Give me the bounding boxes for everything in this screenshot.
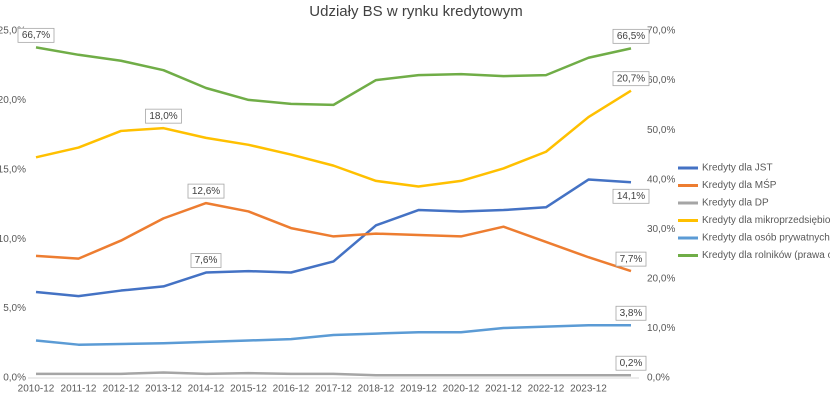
data-label: 3,8% [620, 308, 643, 319]
y-tick-label: 15,0% [0, 164, 26, 175]
y-tick-label: 0,0% [3, 373, 26, 384]
x-tick-label: 2020-12 [443, 384, 480, 395]
data-label: 12,6% [192, 186, 220, 197]
y-tick-label: 20,0% [0, 95, 26, 106]
x-tick-label: 2016-12 [273, 384, 310, 395]
legend-label: Kredyty dla DP [702, 198, 769, 209]
x-tick-label: 2023-12 [570, 384, 607, 395]
label-box [615, 305, 647, 321]
data-label: 18,0% [149, 111, 177, 122]
series-line [35, 46, 632, 107]
chart-title: Udziały BS w rynku kredytowym [309, 3, 522, 20]
data-label: 66,7% [22, 30, 50, 41]
y2-tick-label: 60,0% [647, 75, 675, 86]
x-tick-label: 2017-12 [315, 384, 352, 395]
y-tick-label: 5,0% [3, 303, 26, 314]
data-label: 7,6% [195, 255, 218, 266]
x-tick-label: 2021-12 [485, 384, 522, 395]
data-label: 14,1% [617, 191, 645, 202]
x-tick-label: 2018-12 [358, 384, 395, 395]
legend-label: Kredyty dla rolników (prawa oś) [702, 250, 830, 261]
data-label: 7,7% [620, 254, 643, 265]
series-line [35, 89, 632, 188]
label-box [17, 27, 55, 43]
legend-label: Kredyty dla MŚP [702, 178, 777, 191]
legend-label: Kredyty dla mikroprzedsiębiorstw [702, 215, 830, 226]
y2-tick-label: 10,0% [647, 323, 675, 334]
y2-tick-label: 30,0% [647, 224, 675, 235]
label-box [145, 108, 182, 124]
label-box [612, 71, 650, 87]
data-label: 20,7% [617, 73, 645, 84]
x-tick-label: 2011-12 [61, 384, 97, 395]
x-tick-label: 2015-12 [230, 384, 267, 395]
series-line [35, 324, 631, 346]
series-line [35, 178, 632, 298]
label-box [190, 253, 222, 268]
label-box [612, 188, 650, 204]
x-tick-label: 2022-12 [528, 384, 565, 395]
legend-label: Kredyty dla osób prywatnych [702, 233, 830, 244]
data-label: 66,5% [617, 31, 645, 42]
series-line [36, 371, 631, 377]
data-label: 0,2% [620, 358, 643, 369]
y2-tick-label: 50,0% [647, 125, 675, 136]
x-tick-label: 2019-12 [400, 384, 437, 395]
label-box [615, 251, 647, 267]
legend-label: Kredyty dla JST [702, 163, 773, 174]
x-tick-label: 2012-12 [103, 384, 140, 395]
y2-tick-label: 40,0% [647, 174, 675, 185]
y-tick-label: 10,0% [0, 234, 26, 245]
y2-tick-label: 70,0% [647, 26, 675, 37]
x-tick-label: 2010-12 [18, 384, 55, 395]
label-box [615, 355, 647, 371]
label-box [612, 28, 650, 44]
series-line [35, 201, 632, 273]
y2-tick-label: 20,0% [647, 273, 675, 284]
y2-tick-label: 0,0% [647, 373, 670, 384]
y-tick-label: 25,0% [0, 26, 26, 37]
label-box [187, 183, 225, 199]
x-tick-label: 2014-12 [188, 384, 225, 395]
x-tick-label: 2013-12 [145, 384, 182, 395]
